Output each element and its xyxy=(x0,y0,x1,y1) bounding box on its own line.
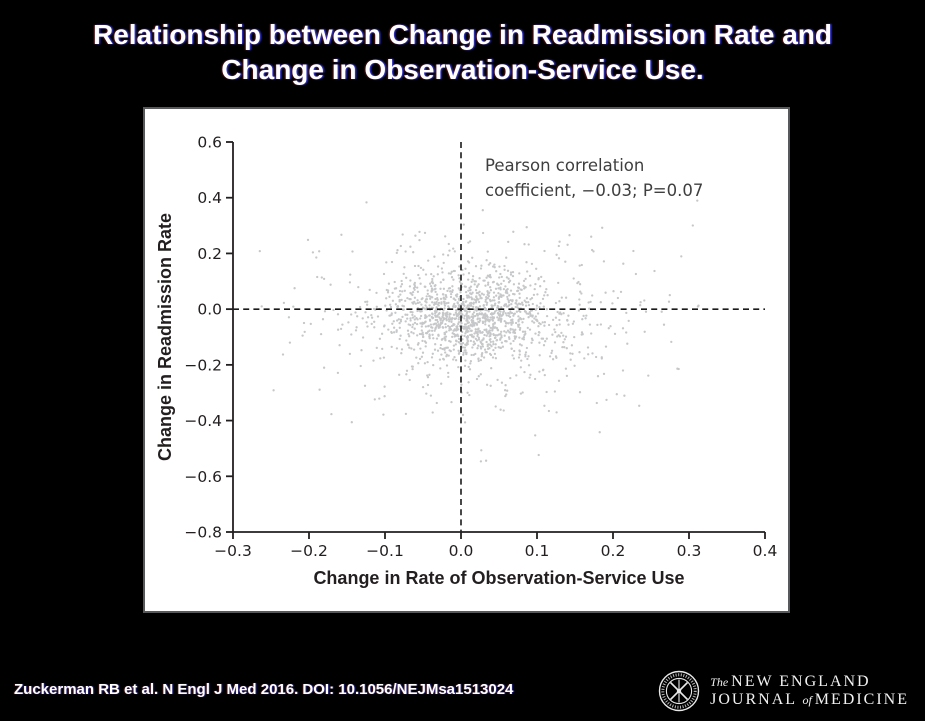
figure-panel: 0.6 0.4 0.2 0.0 −0.2 −0.4 −0.6 −0.8 −0.3 −0.2 −0.1… xyxy=(143,107,790,613)
x-tick-label: −0.1 xyxy=(366,542,404,560)
scatter-plot-svg: 0.6 0.4 0.2 0.0 −0.2 −0.4 −0.6 −0.8−0.3 −0.2 −0.1… xyxy=(155,134,777,589)
y-tick-label: −0.6 xyxy=(184,468,222,486)
x-tick-label: 0.3 xyxy=(677,542,702,560)
y-tick-label: 0.0 xyxy=(197,301,222,319)
x-tick-label: 0.0 xyxy=(449,542,474,560)
footer-citation: Zuckerman RB et al. N Engl J Med 2016. D… xyxy=(14,681,514,698)
y-tick-label: −0.8 xyxy=(184,524,222,542)
y-tick-label: 0.6 xyxy=(197,134,222,152)
y-axis-title: Change in Readmission Rate xyxy=(155,213,175,461)
x-tick-label: 0.2 xyxy=(601,542,626,560)
axis-ticks: 0.6 0.4 0.2 0.0 −0.2 −0.4 −0.6 −0.8−0.3 −0.2 −0.1… xyxy=(184,134,777,561)
annotation-line1: Pearson correlation xyxy=(485,156,644,175)
slide-title: Relationship between Change in Readmissi… xyxy=(0,17,925,87)
x-axis-title: Change in Rate of Observation-Service Us… xyxy=(313,568,684,588)
slide-title-line2: Change in Observation-Service Use. xyxy=(221,54,704,85)
y-tick-label: 0.4 xyxy=(197,189,222,207)
y-tick-label: 0.2 xyxy=(197,245,222,263)
nejm-seal-icon xyxy=(658,670,700,712)
nejm-logo-text: The NEW ENGLAND JOURNAL of MEDICINE xyxy=(710,673,909,709)
x-tick-label: 0.4 xyxy=(753,542,778,560)
x-tick-label: 0.1 xyxy=(525,542,550,560)
nejm-logo-line2: JOURNAL of MEDICINE xyxy=(710,691,909,708)
scatter-points xyxy=(258,199,700,463)
x-tick-label: −0.3 xyxy=(214,542,252,560)
slide-title-line1: Relationship between Change in Readmissi… xyxy=(92,19,833,50)
annotation-line2: coefficient, −0.03; P=0.07 xyxy=(485,181,703,200)
nejm-logo-line1: The NEW ENGLAND xyxy=(710,673,871,690)
y-tick-label: −0.2 xyxy=(184,356,222,374)
x-tick-label: −0.2 xyxy=(290,542,328,560)
nejm-logo: The NEW ENGLAND JOURNAL of MEDICINE xyxy=(658,666,909,716)
y-tick-label: −0.4 xyxy=(184,412,222,430)
